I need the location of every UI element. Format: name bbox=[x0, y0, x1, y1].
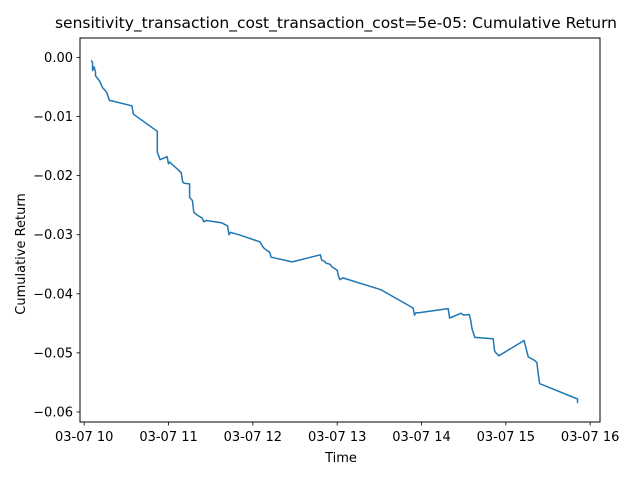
x-tick-label: 03-07 13 bbox=[308, 430, 366, 445]
x-tick-label: 03-07 14 bbox=[392, 430, 450, 445]
chart-title: sensitivity_transaction_cost_transaction… bbox=[55, 14, 617, 33]
y-tick-label: −0.04 bbox=[33, 287, 73, 302]
axes-frame bbox=[79, 37, 601, 423]
y-axis-ticks: 0.00 −0.01 −0.02 −0.03 −0.04 −0.05 −0.06 bbox=[33, 51, 80, 420]
x-tick-label: 03-07 10 bbox=[55, 430, 113, 445]
x-axis-label: Time bbox=[324, 451, 357, 466]
x-tick-label: 03-07 11 bbox=[139, 430, 197, 445]
series-line-0 bbox=[90, 60, 579, 404]
x-tick-label: 03-07 16 bbox=[561, 430, 619, 445]
plot-area bbox=[90, 60, 579, 404]
y-tick-label: −0.03 bbox=[33, 228, 73, 243]
x-tick-label: 03-07 15 bbox=[477, 430, 535, 445]
y-tick-label: 0.00 bbox=[44, 51, 73, 66]
y-tick-label: −0.01 bbox=[33, 110, 73, 125]
x-axis-ticks: 03-07 10 03-07 11 03-07 12 03-07 13 03-07 14… bbox=[55, 422, 619, 445]
x-tick-label: 03-07 12 bbox=[224, 430, 282, 445]
y-axis-label: Cumulative Return bbox=[14, 193, 29, 314]
y-tick-label: −0.05 bbox=[33, 346, 73, 361]
y-tick-label: −0.06 bbox=[33, 405, 73, 420]
y-tick-label: −0.02 bbox=[33, 169, 73, 184]
